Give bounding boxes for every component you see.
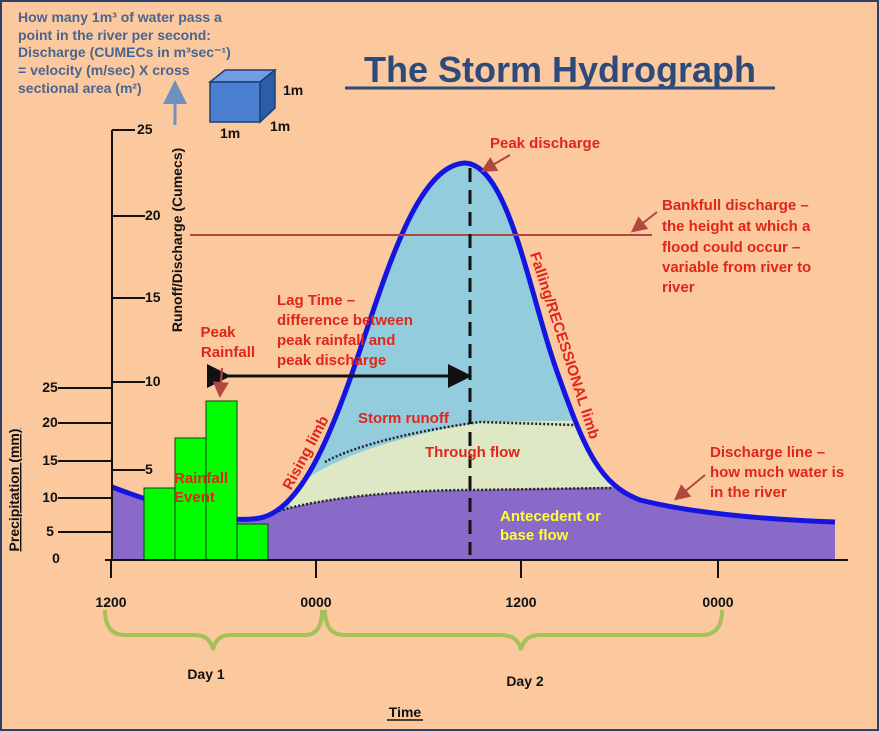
- precip-axis-label: Precipitation (mm): [6, 429, 22, 552]
- label: flood could occur –: [662, 239, 800, 256]
- axes: [58, 129, 848, 578]
- cube-label: 1m: [283, 82, 303, 98]
- label: peak rainfall and: [277, 332, 395, 349]
- base-flow-label: Antecedent or: [500, 508, 601, 525]
- precip-ticks: 25 20 15 10 5 0: [42, 379, 60, 566]
- day-braces: [103, 609, 724, 651]
- label: Discharge (CUMECs in m³sec⁻¹): [18, 44, 231, 60]
- time-ticks: 1200 0000 1200 0000 Day 1 Day 2 Time: [95, 594, 733, 720]
- label: 10: [145, 373, 161, 389]
- title: The Storm Hydrograph: [364, 49, 756, 90]
- label: Day 1: [187, 666, 225, 682]
- label: how much water is: [710, 464, 844, 481]
- label: peak discharge: [277, 352, 386, 369]
- cube: [207, 68, 278, 124]
- label: 0000: [300, 594, 331, 610]
- storm-runoff-label: Storm runoff: [358, 410, 450, 427]
- rainfall-bars: [143, 400, 269, 561]
- label: Lag Time –: [277, 292, 355, 309]
- discharge-axis-label: Runoff/Discharge (Cumecs): [169, 148, 185, 332]
- base-flow-label: base flow: [500, 527, 569, 544]
- label: variable from river to: [662, 259, 811, 276]
- discharge-curve: [111, 160, 836, 525]
- label: point in the river per second:: [18, 27, 211, 43]
- label: 25: [42, 379, 58, 395]
- pointer-arrows: [212, 154, 706, 501]
- label: 15: [42, 452, 58, 468]
- discharge-ticks: 25 20 15 10 5: [137, 121, 161, 477]
- throughflow-line: [324, 420, 576, 464]
- rainfall-event-label: Event: [174, 489, 215, 506]
- peak-discharge-label: Peak discharge: [490, 135, 600, 152]
- label: in the river: [710, 484, 787, 501]
- label: 25: [137, 121, 153, 137]
- label: river: [662, 279, 695, 296]
- label: sectional area (m²): [18, 80, 142, 96]
- through-flow-label: Through flow: [425, 444, 520, 461]
- discharge-line-label: Discharge line – how much water is in the …: [710, 444, 844, 501]
- peak-rainfall-label: Peak: [200, 324, 236, 341]
- label: Time: [389, 704, 422, 720]
- label: 1200: [95, 594, 126, 610]
- label: 0000: [702, 594, 733, 610]
- label: 10: [42, 489, 58, 505]
- lag-time-label: Lag Time – difference between peak rainfal…: [277, 292, 413, 369]
- label: the height at which a: [662, 218, 811, 235]
- rainfall-event-label: Rainfall: [174, 470, 228, 487]
- label: 20: [145, 207, 161, 223]
- label: 15: [145, 289, 161, 305]
- bankfull-label: Bankfull discharge – the height at which …: [662, 197, 811, 296]
- baseflow-line: [274, 486, 613, 514]
- label: Day 2: [506, 673, 544, 689]
- cube-label: 1m: [270, 118, 290, 134]
- cube-label: 1m: [220, 125, 240, 141]
- note: How many 1m³ of water pass a point in the…: [18, 9, 231, 96]
- label: difference between: [277, 312, 413, 329]
- peak-rainfall-label: Rainfall: [201, 344, 255, 361]
- label: 5: [46, 523, 54, 539]
- label: Discharge line –: [710, 444, 825, 461]
- label: 5: [145, 461, 153, 477]
- label: 20: [42, 414, 58, 430]
- label: 0: [52, 550, 60, 566]
- label: How many 1m³ of water pass a: [18, 9, 222, 25]
- label: 1200: [505, 594, 536, 610]
- label: = velocity (m/sec) X cross: [18, 62, 190, 78]
- label: Bankfull discharge –: [662, 197, 809, 214]
